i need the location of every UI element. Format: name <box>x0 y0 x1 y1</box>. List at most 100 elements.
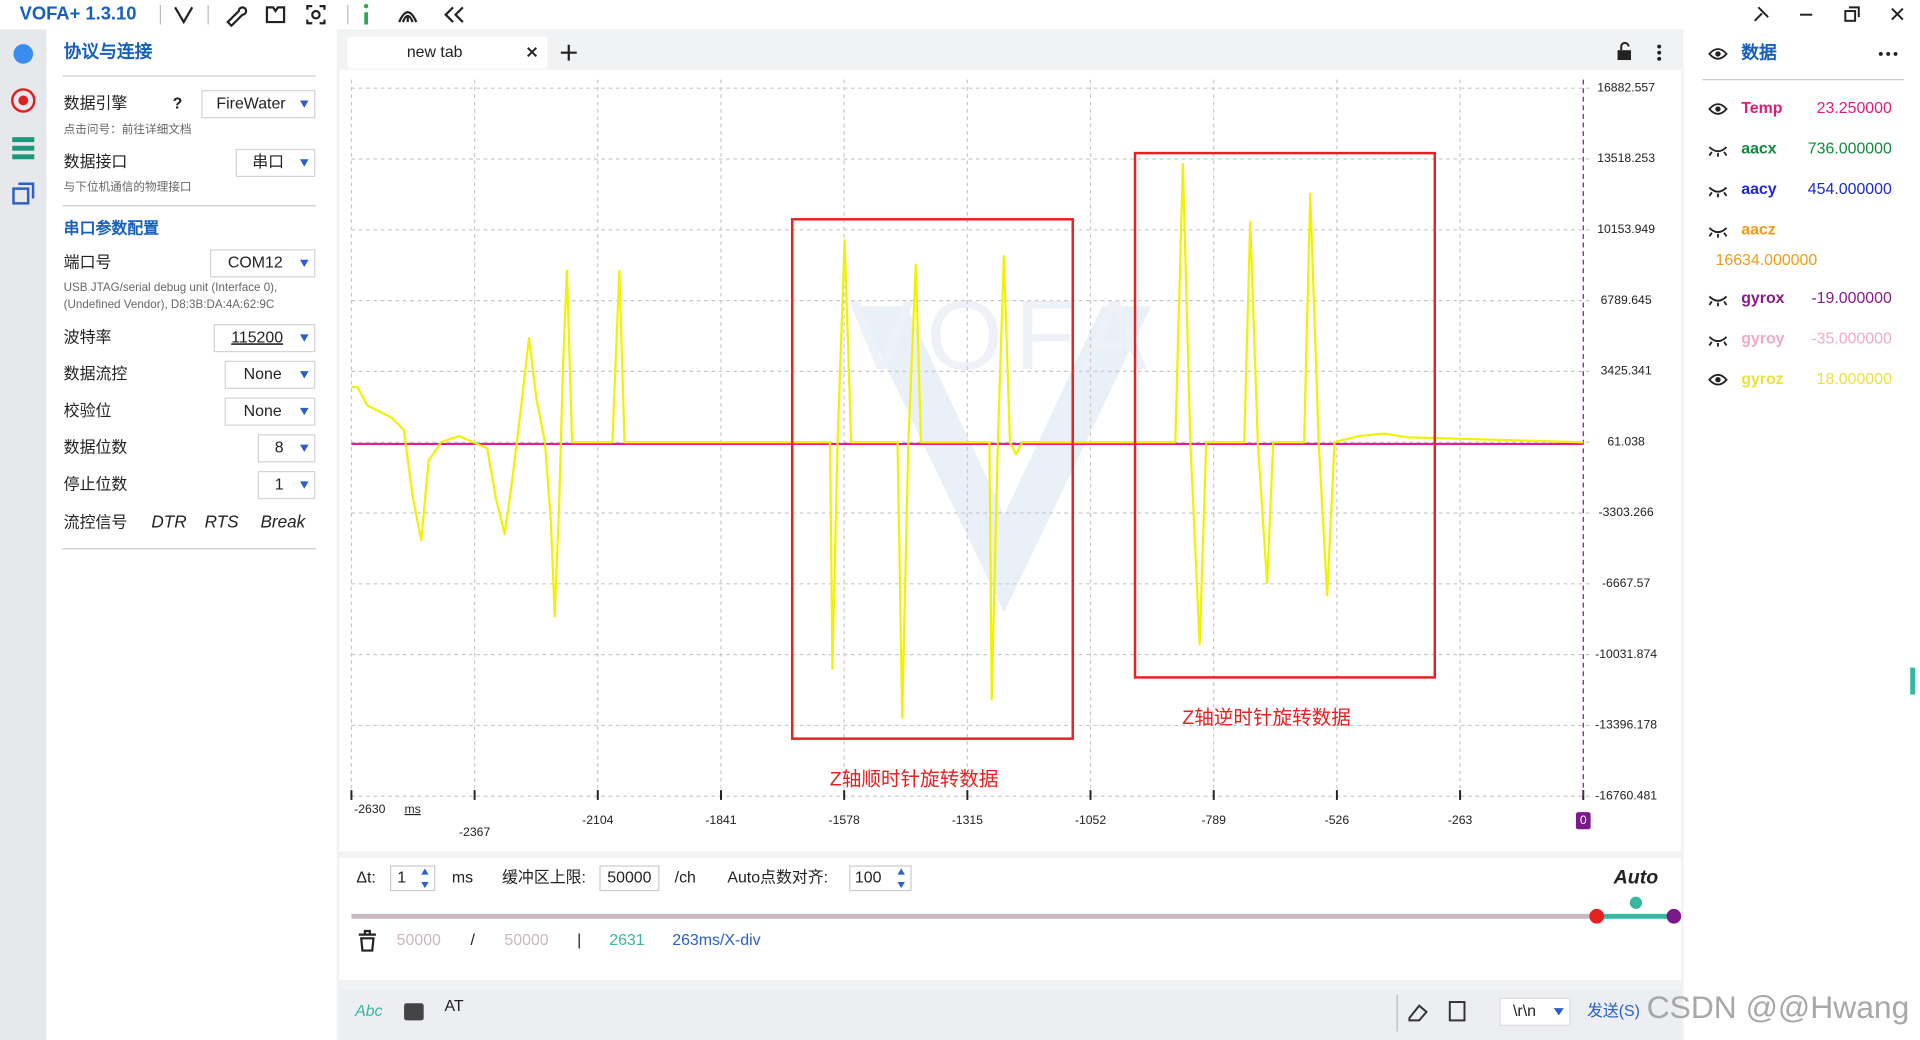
x-tick-label: -1315 <box>952 813 983 827</box>
y-tick-label: -3303.266 <box>1599 505 1654 519</box>
controls: Δt: 1 ms 缓冲区上限: 50000 /ch Auto点数对齐: 100 … <box>351 865 1682 952</box>
dropdown[interactable] <box>224 397 316 426</box>
dropdown[interactable] <box>210 249 316 278</box>
visibility-toggle[interactable] <box>1708 103 1728 115</box>
channel-value: 16634.000000 <box>1716 252 1818 269</box>
slider-handle[interactable] <box>1666 908 1682 924</box>
x-tick-label: -526 <box>1325 813 1350 827</box>
x-axis-unit: ms <box>404 802 420 816</box>
y-tick-label: 10153.949 <box>1597 222 1655 236</box>
visibility-toggle[interactable] <box>1708 373 1728 386</box>
line-ending: \r\n <box>1513 1003 1536 1020</box>
slider-handle[interactable] <box>1589 908 1605 924</box>
window-controls <box>1754 6 1904 22</box>
y-tick-label: 13518.253 <box>1597 151 1655 165</box>
spinner[interactable] <box>897 868 905 889</box>
restore-button[interactable] <box>1844 10 1857 22</box>
dropdown-value: 115200 <box>231 329 283 346</box>
history-button[interactable] <box>1448 1001 1466 1022</box>
dropdown[interactable] <box>235 148 316 178</box>
watermark: CSDN @@Hwang <box>1647 989 1910 1025</box>
icon-shirt[interactable] <box>265 6 286 24</box>
send-button[interactable]: 发送(S) <box>1587 1002 1640 1020</box>
dropdown[interactable] <box>213 324 316 353</box>
line-ending-select[interactable] <box>1499 997 1571 1026</box>
spinner[interactable] <box>421 868 429 889</box>
visibility-toggle[interactable] <box>1708 336 1728 347</box>
dropdown[interactable] <box>224 360 316 389</box>
icon-capture[interactable] <box>306 5 326 25</box>
dt-value: 1 <box>397 870 406 887</box>
annotation-box <box>1133 151 1437 679</box>
flow-signal[interactable]: RTS <box>205 512 240 532</box>
dot <box>1893 51 1898 56</box>
hint: 与下位机通信的物理接口 <box>64 179 192 193</box>
x-tick-label: -2104 <box>582 813 613 827</box>
field-label: 校验位 <box>64 402 112 420</box>
dropdown-arrow <box>300 259 309 268</box>
mode-button[interactable]: Auto <box>1613 866 1659 888</box>
panel-menu[interactable] <box>1878 51 1898 56</box>
separator: / <box>470 932 475 949</box>
tab-close[interactable] <box>527 47 538 58</box>
channel-name: Temp <box>1741 100 1783 117</box>
sample-count: 50000 <box>397 932 441 949</box>
visibility-pupil <box>1715 106 1721 112</box>
dropdown-value: 8 <box>275 440 284 457</box>
nav-list[interactable] <box>12 137 35 160</box>
dropdown[interactable] <box>201 90 316 119</box>
nav-connect[interactable] <box>13 44 34 64</box>
nav-record[interactable] <box>11 88 36 113</box>
dropdown-arrow <box>300 100 309 108</box>
format-toggle[interactable]: Abc <box>354 1003 382 1020</box>
buffer-input[interactable] <box>599 865 660 892</box>
settings-panel: 协议与连接 数据引擎 ? 点击问号：前往详细文档 数据接口 与下位机通信的物理接… <box>62 40 316 550</box>
scroll-indicator[interactable] <box>1910 667 1916 695</box>
visibility-toggle[interactable] <box>1708 227 1728 238</box>
channel-value: 454.000000 <box>1808 181 1892 198</box>
plot-bg <box>339 69 1682 852</box>
pin-button[interactable] <box>1754 6 1769 22</box>
icon-info-dot <box>363 3 369 9</box>
tab[interactable] <box>347 36 548 69</box>
nav-list-bar <box>12 154 35 160</box>
field-label: 停止位数 <box>64 475 128 493</box>
send-bar-bg <box>339 989 1682 1040</box>
y-tick-label: 6789.645 <box>1601 293 1652 307</box>
close-button[interactable] <box>1891 7 1904 21</box>
y-tick-label: 16882.557 <box>1597 80 1655 94</box>
tab-menu[interactable] <box>1657 44 1662 61</box>
dot <box>1878 51 1883 56</box>
nav-windows-back <box>18 182 35 199</box>
icon-fingerprint[interactable] <box>398 11 418 23</box>
channel-value: -35.000000 <box>1811 331 1892 348</box>
icon-collapse[interactable] <box>444 6 454 23</box>
visibility-toggle[interactable] <box>1708 186 1728 198</box>
input-mode-button[interactable] <box>404 1003 424 1021</box>
field-label: 数据流控 <box>64 365 128 383</box>
dropdown-value: None <box>244 403 282 420</box>
lock-button[interactable] <box>1617 50 1632 61</box>
icon-capture-dot <box>311 9 321 20</box>
visibility-toggle[interactable] <box>1708 48 1728 60</box>
dt-label: Δt: <box>356 870 375 887</box>
divider: | <box>577 932 581 949</box>
nav-windows[interactable] <box>12 187 30 205</box>
tab-add[interactable] <box>560 44 577 61</box>
flow-signal[interactable]: Break <box>260 512 306 532</box>
icon-v[interactable] <box>174 6 194 25</box>
slider-handle[interactable] <box>1629 896 1643 909</box>
visibility-toggle[interactable] <box>1708 146 1728 157</box>
help-button[interactable]: ? <box>173 95 183 112</box>
icon-wrench[interactable] <box>226 6 248 28</box>
erase-button[interactable] <box>1408 1004 1428 1022</box>
clear-button[interactable] <box>358 929 376 952</box>
dt-input[interactable] <box>390 865 436 892</box>
channel-name: gyroz <box>1741 371 1783 388</box>
visibility-toggle[interactable] <box>1708 295 1728 307</box>
flow-signal[interactable]: DTR <box>151 512 186 532</box>
send-input[interactable]: AT <box>444 998 463 1015</box>
